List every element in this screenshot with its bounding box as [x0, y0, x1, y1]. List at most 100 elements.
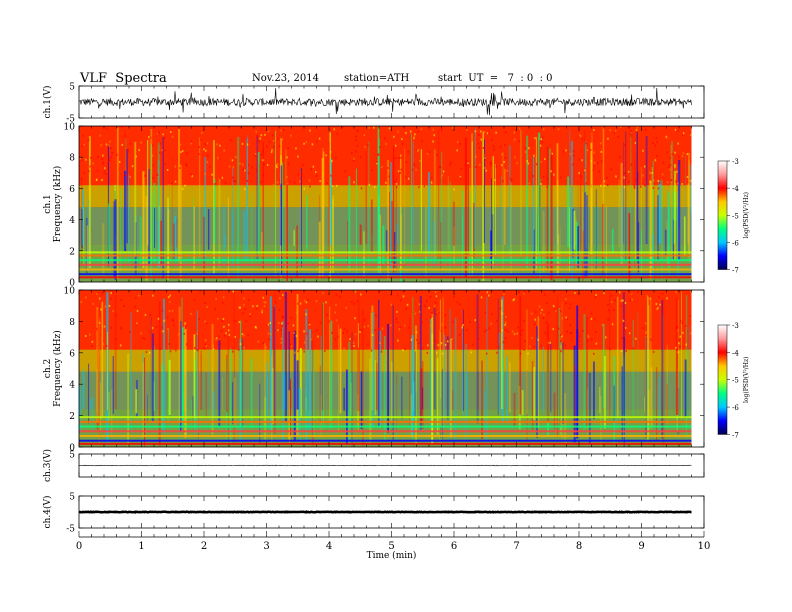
spectrogram-speckle [120, 126, 123, 129]
spectrogram-speckle [104, 167, 106, 170]
spectrogram-speckle [255, 130, 257, 133]
spectrogram-speckle [490, 322, 492, 325]
spectrogram-speckle [474, 130, 477, 133]
spectrogram-streak [625, 131, 627, 261]
spectrogram-speckle [578, 335, 581, 338]
spectrogram-speckle [266, 323, 269, 326]
spectrogram-streak [469, 193, 471, 276]
spectrogram-streak [575, 217, 577, 245]
spectrogram-streak [447, 176, 449, 250]
spectrogram-streak [497, 298, 499, 416]
spectrogram-streak [616, 296, 619, 418]
spectrogram-speckle [279, 145, 281, 148]
spectrogram-speckle [670, 179, 673, 181]
spectrogram-speckle [109, 140, 111, 143]
spectrogram-speckle [82, 134, 84, 137]
spectrogram-streak [108, 392, 110, 421]
spectrogram-streak [152, 192, 155, 247]
spectrogram-streak [370, 199, 373, 253]
spectrogram-speckle [267, 130, 270, 133]
spectrogram-streak [595, 189, 597, 270]
spectrogram-streak [222, 378, 223, 411]
y-tick-label: 6 [69, 185, 75, 195]
spectrogram-speckle [550, 170, 552, 173]
spectrogram-speckle [186, 164, 188, 167]
spectrogram-streak [347, 221, 348, 264]
spectrogram-speckle [632, 347, 635, 350]
spectrogram-speckle [559, 334, 562, 337]
spectrogram-speckle [247, 333, 249, 336]
spectrogram-speckle [411, 168, 414, 171]
spectrogram-speckle [554, 308, 556, 311]
spectrogram-streak [378, 139, 380, 269]
spectrogram-speckle [499, 145, 502, 148]
spectrogram-speckle [119, 344, 122, 347]
spectrogram-speckle [360, 187, 363, 190]
spectrogram-speckle [546, 302, 548, 304]
spectrogram-speckle [669, 168, 672, 171]
spectrogram-streak [305, 389, 307, 438]
y-tick-label: 0 [69, 279, 75, 289]
spectrogram-speckle [303, 299, 306, 302]
spectrogram-speckle [478, 134, 480, 136]
spectrogram-speckle [255, 307, 258, 310]
spectrogram-speckle [110, 156, 112, 159]
spectrogram-speckle [100, 144, 102, 147]
spectrogram-speckle [196, 332, 198, 335]
spectrogram-streak [560, 344, 562, 435]
spectrogram-streak [113, 201, 115, 277]
spectrogram-streak [508, 362, 511, 413]
spectrogram-speckle [551, 152, 553, 155]
spectrogram-speckle [416, 339, 418, 341]
spectrogram-streak [125, 138, 127, 249]
spectrogram-streak [433, 220, 435, 267]
spectrogram-speckle [420, 128, 423, 131]
spectrogram-speckle [590, 338, 593, 341]
spectrogram-speckle [581, 137, 584, 140]
spectrogram-streak [193, 197, 194, 259]
colorbar-tick-label: -4 [732, 349, 739, 357]
spectrogram-speckle [174, 180, 177, 183]
spectrogram-speckle [196, 348, 198, 351]
spectrogram-streak [414, 351, 416, 417]
spectrogram-speckle [679, 335, 681, 338]
spectrogram-streak [179, 164, 182, 281]
spectrogram-speckle [265, 346, 267, 349]
ch4-waveform-panel: 5 -5 ch.4(V) [42, 493, 705, 535]
y-axis-label: ch.4(V) [42, 496, 53, 529]
spectrogram-streak [670, 144, 672, 258]
spectrogram-band [79, 254, 692, 257]
spectrogram-streak [150, 316, 152, 420]
spectrogram-streak [247, 135, 249, 250]
spectrogram-speckle [610, 168, 612, 171]
spectrogram-streak [491, 178, 492, 270]
spectrogram-streak [372, 312, 375, 428]
colorbar-label: log(PSD(V²/Hz) [743, 356, 750, 403]
spectrogram-speckle [388, 175, 390, 178]
spectrogram-speckle [401, 138, 403, 140]
spectrogram-speckle [452, 126, 454, 129]
spectrogram-speckle [363, 325, 366, 328]
spectrogram-speckle [565, 316, 567, 319]
spectrogram-streak [329, 132, 331, 281]
spectrogram-streak [484, 390, 486, 439]
spectrogram-speckle [504, 328, 507, 331]
spectrogram-band [79, 251, 692, 254]
spectrogram-speckle [222, 318, 225, 320]
spectrogram-speckle [570, 332, 573, 335]
spectrogram-streak [229, 393, 231, 425]
spectrogram-speckle [561, 317, 564, 320]
spectrogram-streak [449, 181, 451, 275]
spectrogram-speckle [597, 162, 599, 165]
spectrogram-speckle [451, 338, 453, 340]
spectrogram-speckle [92, 188, 95, 191]
spectrogram-streak [582, 192, 583, 260]
spectrogram-speckle [308, 321, 310, 324]
spectrogram-speckle [649, 297, 652, 300]
start-time-label: start UT = 7 : 0 : 0 [438, 73, 553, 84]
spectrogram-speckle [286, 156, 288, 159]
spectrogram-speckle [262, 150, 264, 153]
spectrogram-streak [180, 321, 182, 432]
spectrogram-speckle [184, 184, 186, 187]
spectrogram-streak [274, 131, 277, 264]
